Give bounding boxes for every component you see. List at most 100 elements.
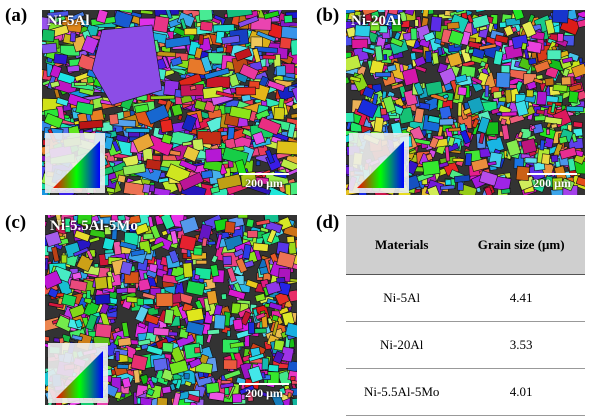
- grain: [145, 314, 160, 325]
- grain: [70, 33, 76, 42]
- grain: [127, 288, 136, 293]
- grain: [205, 149, 222, 163]
- grain: [133, 370, 140, 384]
- grain: [287, 361, 297, 372]
- grain: [51, 247, 59, 262]
- grain: [375, 46, 383, 61]
- grain: [194, 274, 200, 280]
- grain: [224, 360, 237, 369]
- grain: [493, 91, 502, 98]
- grain: [184, 374, 189, 380]
- grain: [116, 351, 120, 360]
- map-title: Ni-5Al: [47, 13, 90, 30]
- grain: [253, 243, 269, 252]
- grain: [61, 255, 67, 263]
- grain: [45, 336, 50, 341]
- grain: [223, 256, 232, 265]
- grain: [162, 343, 173, 353]
- grain: [411, 28, 417, 40]
- grain: [545, 78, 554, 86]
- grain: [537, 91, 547, 105]
- grain: [225, 388, 229, 395]
- grain: [346, 112, 354, 122]
- grain: [291, 113, 297, 118]
- grain: [186, 308, 204, 322]
- grain: [137, 299, 144, 306]
- cell: Ni-5Al: [346, 275, 457, 322]
- scale-bar: 200 μm: [239, 173, 289, 191]
- grain: [105, 250, 114, 254]
- grain: [445, 180, 451, 186]
- grain: [525, 158, 537, 163]
- grain: [178, 115, 183, 120]
- grain: [214, 315, 226, 330]
- grain: [117, 364, 128, 368]
- cell: Ni-20Al: [346, 322, 457, 369]
- grain: [502, 125, 510, 140]
- grain: [45, 220, 47, 227]
- grain: [458, 87, 467, 96]
- ebsd-map: Ni-20Al 200 μm: [346, 10, 585, 195]
- grain: [211, 255, 218, 263]
- grain: [425, 51, 431, 62]
- grain: [221, 131, 228, 135]
- grain: [157, 398, 168, 405]
- grain: [67, 65, 79, 72]
- ebsd-mosaic: [346, 10, 585, 195]
- grain: [566, 106, 583, 112]
- grain: [221, 294, 226, 300]
- grain: [551, 155, 558, 162]
- grain: [485, 85, 489, 97]
- grain: [196, 260, 207, 264]
- grain: [157, 51, 176, 56]
- grain: [284, 15, 293, 23]
- grain: [95, 277, 108, 290]
- grain: [475, 10, 485, 12]
- grain: [263, 55, 276, 59]
- grain: [465, 153, 472, 165]
- grain: [274, 107, 285, 119]
- grain: [50, 215, 56, 216]
- ebsd-map: Ni-5Al 200 μm: [42, 10, 297, 195]
- grain: [374, 117, 384, 132]
- grain: [135, 347, 141, 351]
- panel-label: (c): [5, 212, 26, 234]
- cell: Ni-5.5Al-5Mo: [346, 369, 457, 416]
- grain: [59, 338, 64, 344]
- grain: [432, 52, 439, 64]
- grain: [375, 73, 391, 77]
- grain: [143, 233, 153, 239]
- grain: [236, 87, 256, 95]
- grain: [184, 28, 197, 35]
- grain: [499, 22, 506, 28]
- grain: [109, 114, 118, 125]
- grain: [458, 103, 462, 116]
- grain: [164, 309, 174, 324]
- grain: [268, 365, 279, 372]
- scale-bar: 200 μm: [527, 173, 577, 191]
- grain: [278, 98, 284, 108]
- grain: [248, 322, 254, 334]
- ebsd-mosaic: [42, 10, 297, 195]
- grain: [276, 66, 286, 76]
- grain: [255, 328, 267, 333]
- grain: [400, 64, 404, 72]
- grain: [54, 54, 68, 65]
- grain: [131, 354, 148, 370]
- grain: [501, 188, 510, 193]
- grain: [528, 58, 536, 65]
- grain: [276, 277, 285, 283]
- grain: [439, 119, 453, 125]
- grain: [422, 160, 440, 175]
- grain: [526, 41, 542, 54]
- grain: [423, 10, 429, 17]
- grain: [256, 161, 260, 166]
- grain: [430, 16, 442, 31]
- grain: [521, 138, 537, 154]
- grain: [415, 20, 419, 27]
- grain: [183, 263, 193, 278]
- grain: [42, 29, 55, 41]
- grain: [86, 290, 90, 298]
- grain: [200, 21, 213, 31]
- grain: [521, 43, 526, 50]
